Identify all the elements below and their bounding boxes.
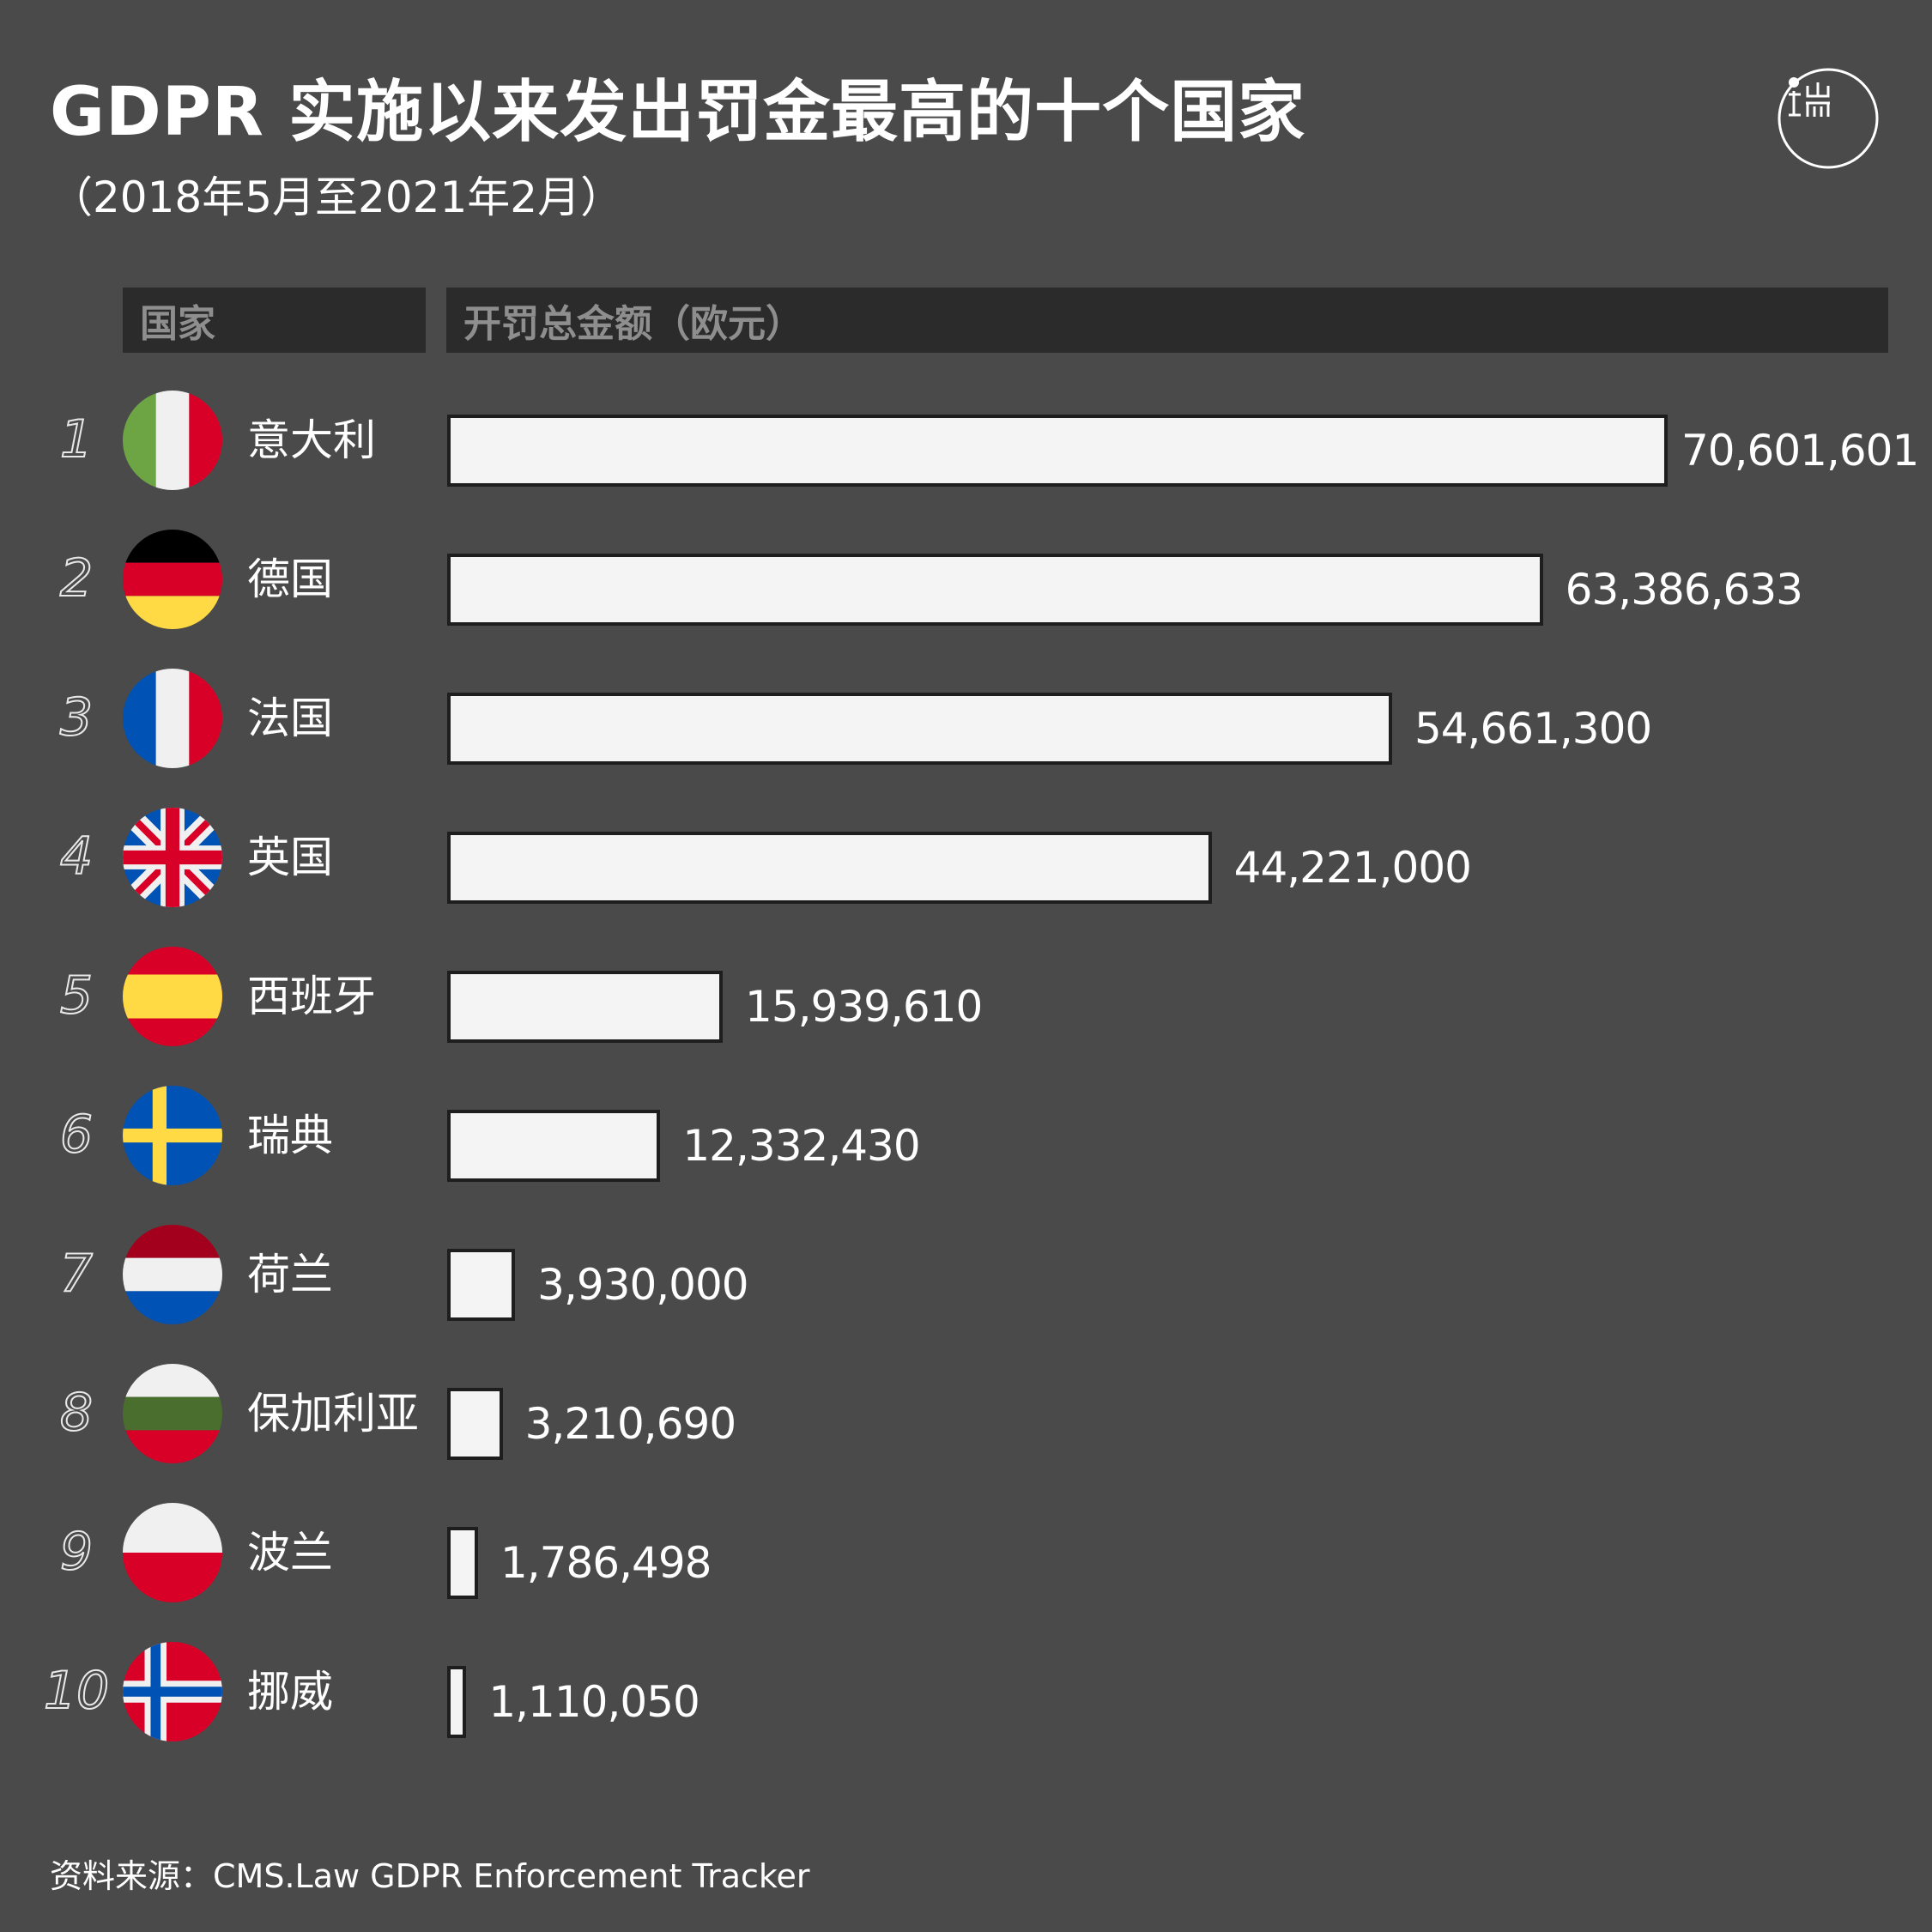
bar-row: 9 波兰 1,786,498 <box>0 1503 1932 1606</box>
bar-row: 4 英国 44,221,000 <box>0 808 1932 911</box>
bar <box>447 693 1392 765</box>
rank-label: 6 <box>59 1104 94 1166</box>
rank-label: 5 <box>59 965 94 1027</box>
value-label: 3,210,690 <box>524 1399 736 1449</box>
uk-flag-icon <box>123 808 222 907</box>
value-label: 63,386,633 <box>1565 565 1803 615</box>
bar <box>447 832 1212 904</box>
initium-logo-icon <box>1778 68 1879 169</box>
rank-label: 10 <box>43 1660 110 1722</box>
chart-subtitle: （2018年5月至2021年2月） <box>50 173 624 222</box>
bar <box>447 1666 467 1738</box>
bar-row: 8 保加利亚 3,210,690 <box>0 1364 1932 1467</box>
sweden-flag-icon <box>123 1086 222 1185</box>
country-label: 保加利亚 <box>247 1389 419 1438</box>
bar-row: 3 法国 54,661,300 <box>0 669 1932 772</box>
bar <box>447 1249 516 1321</box>
rank-label: 3 <box>59 687 94 748</box>
bar-row: 10 挪威 1,110,050 <box>0 1642 1932 1745</box>
bar <box>447 1110 661 1182</box>
country-label: 波兰 <box>247 1528 333 1578</box>
bar-row: 1 意大利 70,601,601 <box>0 391 1932 494</box>
bar-row: 2 德国 63,386,633 <box>0 530 1932 633</box>
value-label: 44,221,000 <box>1233 843 1472 893</box>
value-label: 12,332,430 <box>682 1121 920 1171</box>
rank-label: 7 <box>59 1243 94 1305</box>
poland-flag-icon <box>123 1503 222 1602</box>
bar-row: 6 瑞典 12,332,430 <box>0 1086 1932 1189</box>
bar <box>447 1527 478 1599</box>
bar-row: 7 荷兰 3,930,000 <box>0 1225 1932 1328</box>
rank-label: 2 <box>59 548 94 609</box>
france-flag-icon <box>123 669 222 768</box>
amount-column-header: 开罚总金额（欧元） <box>446 288 1888 353</box>
spain-flag-icon <box>123 947 222 1046</box>
source-note: 资料来源：CMS.Law GDPR Enforcement Tracker <box>50 1857 810 1895</box>
bar <box>447 1388 503 1460</box>
country-label: 德国 <box>247 554 333 604</box>
rank-label: 8 <box>59 1382 94 1444</box>
country-label: 西班牙 <box>247 972 376 1021</box>
rank-label: 9 <box>59 1521 94 1583</box>
country-label: 瑞典 <box>247 1111 333 1160</box>
bar <box>447 415 1668 487</box>
value-label: 1,786,498 <box>500 1538 712 1588</box>
bar <box>447 554 1543 626</box>
value-label: 70,601,601 <box>1681 426 1919 475</box>
value-label: 15,939,610 <box>745 982 983 1032</box>
norway-flag-icon <box>123 1642 222 1741</box>
netherlands-flag-icon <box>123 1225 222 1324</box>
bar <box>447 971 724 1043</box>
country-column-header: 国家 <box>123 288 426 353</box>
value-label: 3,930,000 <box>537 1260 748 1310</box>
rank-label: 1 <box>59 409 94 470</box>
value-label: 54,661,300 <box>1414 704 1652 754</box>
bar-row: 5 西班牙 15,939,610 <box>0 947 1932 1050</box>
germany-flag-icon <box>123 530 222 629</box>
chart-title: GDPR 实施以来发出罚金最高的十个国家 <box>50 74 1306 151</box>
country-label: 意大利 <box>247 415 376 465</box>
country-label: 挪威 <box>247 1667 333 1717</box>
italy-flag-icon <box>123 391 222 490</box>
country-label: 荷兰 <box>247 1250 333 1299</box>
bulgaria-flag-icon <box>123 1364 222 1463</box>
value-label: 1,110,050 <box>488 1677 700 1727</box>
country-label: 英国 <box>247 833 333 882</box>
rank-label: 4 <box>59 826 94 887</box>
country-label: 法国 <box>247 693 333 743</box>
